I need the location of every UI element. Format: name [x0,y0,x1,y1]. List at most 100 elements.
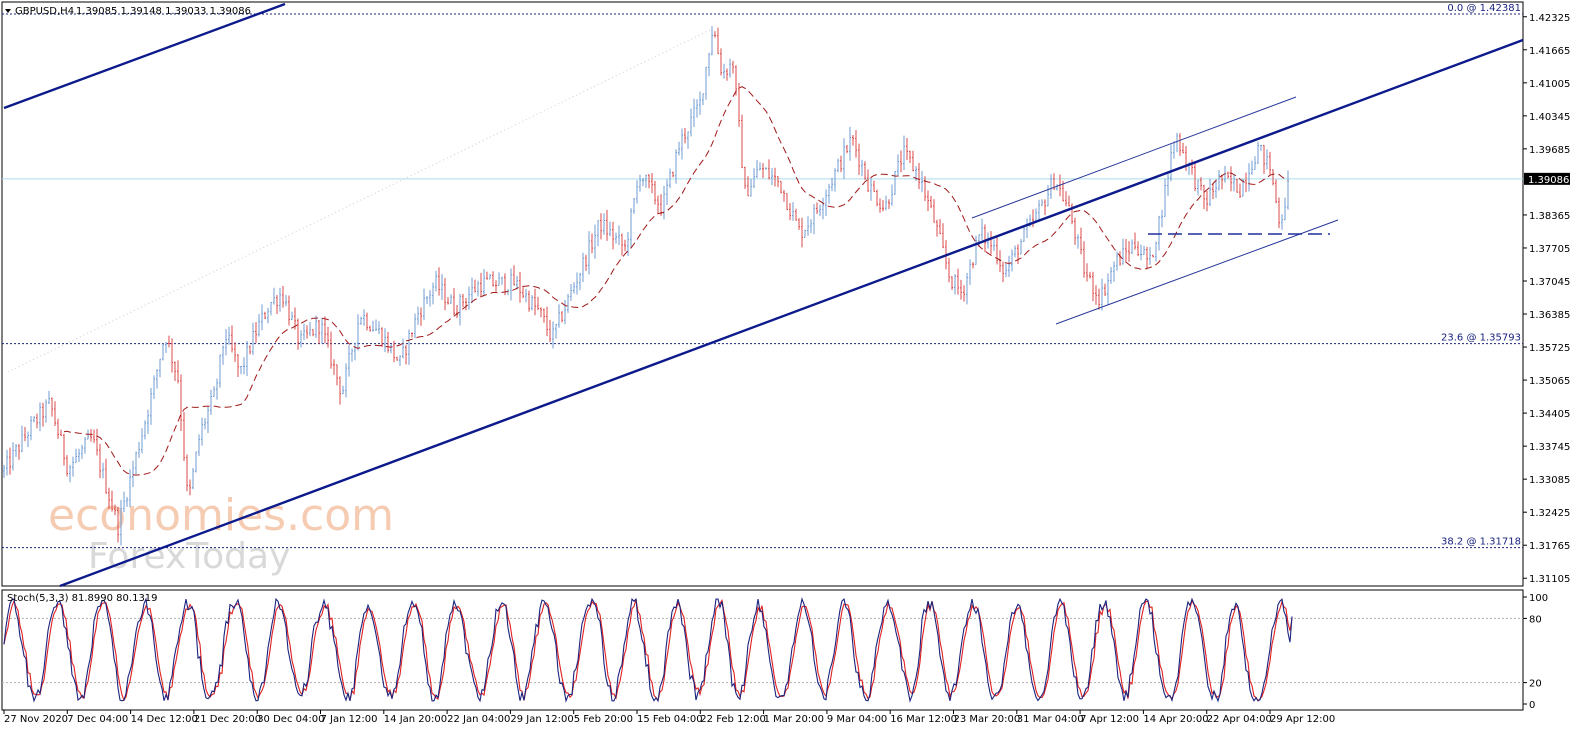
price-bar [663,186,665,220]
price-bar [579,272,581,291]
watermark-line2: ForexToday [88,536,290,577]
price-bar [9,447,11,475]
price-bar [930,195,932,209]
price-bar [909,150,911,164]
price-bar [75,448,77,464]
time-label: 7 Jan 12:00 [321,714,378,725]
price-bar [975,235,977,265]
price-bar [1275,179,1277,204]
price-bar [774,167,776,187]
price-bar [777,176,779,188]
price-bar [462,293,464,308]
price-bar [1041,199,1043,207]
channel-upper-line[interactable] [971,96,1297,219]
price-bar [207,406,209,433]
price-bar [723,63,725,79]
price-bar [429,290,431,307]
price-bar [255,322,257,343]
price-bar [468,286,470,310]
price-bar [315,315,317,339]
price-bar [1155,241,1157,262]
price-bar [1017,244,1019,264]
price-bar [318,319,320,344]
price-bar [90,429,92,442]
price-bar [276,294,278,315]
price-bar [495,280,497,292]
price-bar [912,150,914,172]
price-bar [213,386,215,397]
price-bar [783,189,785,202]
price-bar [174,361,176,381]
price-bar [804,229,806,238]
price-bar [1200,177,1202,191]
price-bar [636,180,638,204]
price-bar [282,286,284,308]
price-bar [39,402,41,432]
price-bar [1278,197,1280,229]
price-bar [654,180,656,205]
price-bar [1101,278,1103,311]
symbol-label: GBPUSD,H4 [15,6,74,17]
price-bar [978,234,980,247]
price-bar [1209,178,1211,207]
time-label: 22 Jan 04:00 [447,714,510,725]
price-bar [801,217,803,248]
price-bar [381,327,383,348]
price-bar [63,433,65,466]
time-label: 14 Jan 20:00 [384,714,447,725]
price-bar [1092,271,1094,302]
price-bar [1257,141,1259,164]
price-bar [498,272,500,287]
price-bar [1245,172,1247,193]
channel-lower-line[interactable] [1055,219,1339,325]
price-bar [1194,161,1196,192]
price-bar [1020,238,1022,255]
price-bar [456,304,458,319]
price-bar [489,273,491,280]
price-bar [1047,185,1049,207]
price-tick-label: 1.39685 [1529,145,1570,156]
price-bar [1203,184,1205,210]
main-trend-line[interactable] [59,38,1524,588]
time-label: 30 Dec 04:00 [257,714,324,725]
price-bar [1248,163,1250,192]
price-bar [36,413,38,429]
price-bar [618,225,620,246]
time-label: 29 Apr 12:00 [1270,714,1335,725]
price-bar [141,428,143,454]
price-bar [831,177,833,192]
watermark: economies.com ForexToday [48,490,394,577]
upper-trend-line[interactable] [3,2,286,110]
price-bar [288,295,290,326]
price-bar [99,443,101,479]
dropdown-arrow-icon[interactable] [5,9,11,13]
price-bar [537,296,539,311]
price-bar [285,295,287,307]
price-bar [327,326,329,348]
price-bar [372,320,374,332]
price-bar [243,357,245,375]
price-bar [114,504,116,516]
price-tick-label: 1.35065 [1529,376,1570,387]
stoch-signal-line [3,598,1293,703]
price-bar [1071,203,1073,225]
price-bar [423,288,425,321]
price-bar [642,177,644,187]
price-bar [1149,247,1151,265]
price-bar [1233,174,1235,192]
price-bar [528,290,530,312]
price-bar [15,444,17,457]
price-bar [312,329,314,337]
price-bar [387,332,389,353]
price-bar [756,159,758,178]
price-bar [1230,166,1232,192]
price-bar [1128,241,1130,262]
price-bar [1044,199,1046,216]
price-bar [717,27,719,55]
price-bar [525,288,527,303]
price-bar [204,417,206,430]
time-label: 22 Feb 12:00 [700,714,766,725]
time-label: 29 Jan 12:00 [510,714,573,725]
